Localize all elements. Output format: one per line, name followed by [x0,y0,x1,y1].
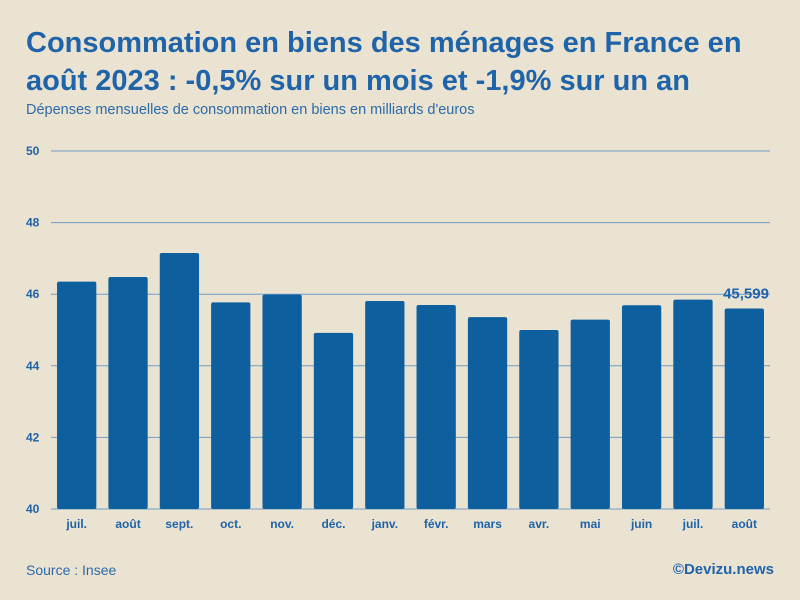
x-tick-label-12: juil. [682,517,704,531]
bar-3 [211,302,251,509]
y-tick-label-46: 46 [26,287,40,301]
source-label: Source : Insee [26,562,117,578]
bar-2 [159,253,200,509]
x-tick-label-4: nov. [270,517,294,531]
bar-6 [365,301,405,509]
x-tick-label-13: août [732,517,757,531]
labels: 40 42 44 46 48 50 juil. août sept. oct. nov. déc. ja… [26,144,769,531]
x-tick-label-0: juil. [65,517,87,531]
bar-9 [519,330,559,509]
x-tick-label-8: mars [473,517,502,531]
bar-1 [108,277,148,509]
y-tick-label-44: 44 [26,359,40,373]
bar-10 [570,319,610,509]
x-tick-label-1: août [115,517,140,531]
x-tick-label-11: juin [630,517,652,531]
brand-link[interactable]: ©Devizu.news [672,561,774,578]
y-tick-label-42: 42 [26,430,40,444]
x-tick-label-5: déc. [321,517,345,531]
grid-lines [51,150,770,510]
x-tick-label-2: sept. [165,517,193,531]
bar-13 [724,308,764,509]
chart-title: Consommation en biens des ménages en Fra… [26,27,742,97]
x-tick-label-6: janv. [371,517,398,531]
bar-7 [416,304,456,509]
bar-5 [313,332,354,509]
bar-11 [621,305,662,509]
x-tick-label-3: oct. [220,517,241,531]
bar-0 [57,281,97,509]
y-tick-label-48: 48 [26,216,40,230]
x-tick-label-10: mai [580,517,601,531]
y-tick-label-50: 50 [26,144,40,158]
bars [57,253,764,509]
bar-12 [673,299,713,509]
x-tick-label-7: févr. [424,517,449,531]
y-tick-label-40: 40 [26,502,40,516]
chart-subtitle: Dépenses mensuelles de consommation en b… [26,102,475,118]
data-label-13: 45,599 [723,286,769,303]
bar-8 [467,317,508,509]
x-tick-label-9: avr. [529,517,550,531]
bar-4 [262,294,302,509]
